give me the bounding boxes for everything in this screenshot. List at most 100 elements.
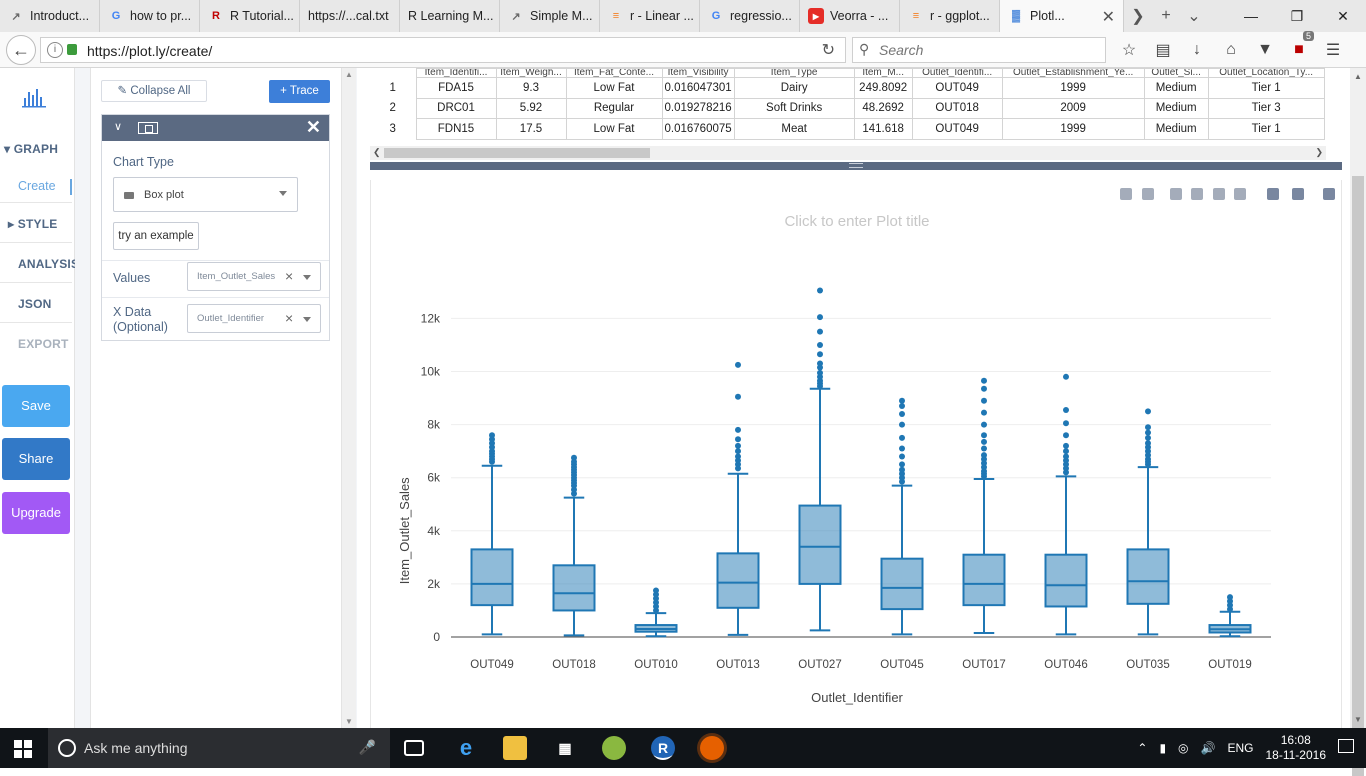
url-text[interactable]: https://plot.ly/create/: [87, 43, 213, 59]
outlier-point[interactable]: [653, 587, 659, 594]
edge-icon[interactable]: e: [459, 735, 473, 760]
task-view-icon[interactable]: [404, 740, 424, 756]
plotly-logo-icon[interactable]: [1323, 188, 1335, 200]
outlier-point[interactable]: [899, 453, 905, 460]
grid-row[interactable]: 3 FDN15 17.5 Low Fat 0.016760075 Meat 141.618 O…: [370, 118, 1325, 140]
outlier-point[interactable]: [981, 421, 987, 428]
outlier-point[interactable]: [1227, 594, 1233, 601]
box-out035[interactable]: [1126, 548, 1170, 605]
grid-row[interactable]: 2 DRC01 5.92 Regular 0.019278216 Soft Drinks 4…: [370, 97, 1325, 119]
outlier-point[interactable]: [817, 360, 823, 367]
outlier-point[interactable]: [817, 328, 823, 335]
outlier-point[interactable]: [817, 351, 823, 358]
outlier-point[interactable]: [899, 461, 905, 468]
outlier-point[interactable]: [1145, 408, 1151, 415]
outlier-point[interactable]: [1063, 373, 1069, 380]
grid-column-header[interactable]: Outlet_Si...: [1143, 68, 1209, 78]
box-out018[interactable]: [552, 564, 596, 612]
grid-cell[interactable]: Meat: [733, 118, 855, 140]
outlier-point[interactable]: [899, 403, 905, 410]
browser-tab[interactable]: ↗ Introduct...: [0, 0, 100, 32]
outlier-point[interactable]: [735, 448, 741, 455]
scroll-up-icon[interactable]: ▲: [345, 70, 353, 79]
pan-icon[interactable]: [1142, 188, 1154, 200]
clock[interactable]: 16:08 18-11-2016: [1266, 733, 1327, 763]
outlier-point[interactable]: [1145, 440, 1151, 447]
grid-cell[interactable]: 249.8092: [853, 77, 913, 99]
zoom-in-icon[interactable]: [1170, 188, 1182, 200]
grid-column-header[interactable]: Item_Fat_Conte...: [565, 68, 663, 78]
outlier-point[interactable]: [1145, 424, 1151, 431]
bookmark-star-icon[interactable]: ☆: [1121, 42, 1137, 59]
outlier-point[interactable]: [735, 361, 741, 368]
ublock-icon[interactable]: ■ 5: [1282, 31, 1316, 59]
browser-search-input[interactable]: [879, 42, 1099, 58]
values-dropdown[interactable]: Item_Outlet_Sales ×: [187, 262, 321, 291]
grid-horizontal-scrollbar[interactable]: ❮ ❯: [370, 146, 1326, 160]
box-out013[interactable]: [716, 552, 760, 609]
grid-cell[interactable]: OUT049: [911, 118, 1003, 140]
grid-cell[interactable]: Regular: [565, 97, 663, 119]
grid-cell[interactable]: 17.5: [495, 118, 567, 140]
nav-export[interactable]: EXPORT: [18, 337, 69, 351]
trace-header[interactable]: ∨ ✕: [102, 115, 329, 141]
panel-scrollbar[interactable]: ▲ ▼: [342, 68, 356, 728]
close-window-icon[interactable]: ✕: [1337, 8, 1349, 24]
grid-cell[interactable]: Dairy: [733, 77, 855, 99]
browser-tab[interactable]: ≡ r - ggplot...: [900, 0, 1000, 32]
grid-column-header[interactable]: Item_Type: [733, 68, 855, 78]
scroll-left-icon[interactable]: ❮: [373, 147, 381, 157]
box-out017[interactable]: [962, 553, 1006, 607]
outlier-point[interactable]: [817, 369, 823, 376]
grid-cell[interactable]: OUT018: [911, 97, 1003, 119]
pocket-icon[interactable]: ▼: [1257, 41, 1273, 58]
grid-cell[interactable]: 5.92: [495, 97, 567, 119]
outlier-point[interactable]: [735, 426, 741, 433]
reset-axes-icon[interactable]: [1234, 188, 1246, 200]
outlier-point[interactable]: [1063, 442, 1069, 449]
battery-icon[interactable]: ▮: [1159, 741, 1167, 755]
browser-tab[interactable]: R Learning M...: [400, 0, 500, 32]
upgrade-button[interactable]: Upgrade: [2, 492, 70, 534]
outlier-point[interactable]: [899, 421, 905, 428]
grid-cell[interactable]: 0.016047301: [661, 77, 735, 99]
scroll-up-icon[interactable]: ▲: [1354, 72, 1362, 81]
windows-start-icon[interactable]: [14, 740, 32, 758]
outlier-point[interactable]: [981, 432, 987, 439]
grid-cell[interactable]: Tier 3: [1207, 97, 1325, 119]
scroll-thumb[interactable]: [1352, 176, 1364, 776]
firefox-icon[interactable]: [700, 736, 724, 760]
xdata-dropdown[interactable]: Outlet_Identifier ×: [187, 304, 321, 333]
volume-icon[interactable]: 🔊: [1200, 741, 1216, 755]
data-grid[interactable]: Item_Identifi... Item_Weigh... Item_Fat_Co…: [370, 68, 1326, 146]
grid-column-header[interactable]: Item_Identifi...: [415, 68, 497, 78]
back-arrow-icon[interactable]: ←: [6, 35, 36, 65]
grid-column-header[interactable]: Outlet_Location_Ty...: [1207, 68, 1325, 78]
close-tab-icon[interactable]: ✕: [1101, 9, 1115, 26]
grid-cell[interactable]: Tier 1: [1207, 118, 1325, 140]
outlier-point[interactable]: [735, 453, 741, 460]
plot-title[interactable]: Click to enter Plot title: [784, 213, 929, 230]
download-icon[interactable]: ↓: [1193, 41, 1201, 58]
outlier-point[interactable]: [1063, 448, 1069, 455]
nav-create[interactable]: Create: [0, 179, 72, 195]
nav-json[interactable]: JSON: [18, 297, 52, 311]
splitter-grip-icon[interactable]: [849, 163, 863, 168]
hover-closest-icon[interactable]: [1267, 188, 1279, 200]
outlier-point[interactable]: [489, 432, 495, 439]
outlier-point[interactable]: [981, 445, 987, 452]
outlier-point[interactable]: [981, 377, 987, 384]
zoom-icon[interactable]: [1120, 188, 1132, 200]
y-axis-title[interactable]: Item_Outlet_Sales: [397, 477, 412, 584]
outlier-point[interactable]: [899, 410, 905, 417]
grid-cell[interactable]: Low Fat: [565, 118, 663, 140]
box-out049[interactable]: [470, 548, 514, 607]
grid-cell[interactable]: 1999: [1001, 118, 1145, 140]
grid-column-header[interactable]: Outlet_Establishment_Ye...: [1001, 68, 1145, 78]
grid-cell[interactable]: 0.019278216: [661, 97, 735, 119]
scroll-down-icon[interactable]: ▼: [1354, 715, 1362, 724]
box-out046[interactable]: [1044, 553, 1088, 608]
grid-cell[interactable]: FDA15: [415, 77, 497, 99]
outlier-point[interactable]: [899, 445, 905, 452]
